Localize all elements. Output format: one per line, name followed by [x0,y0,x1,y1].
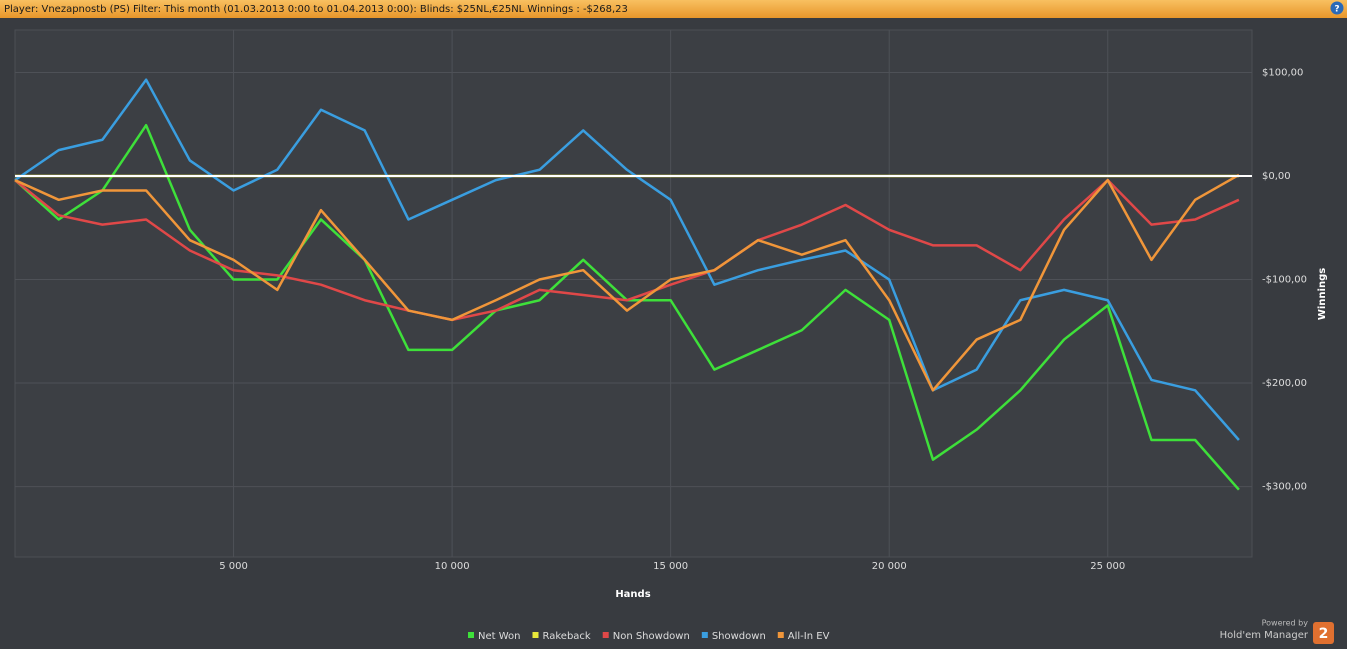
header-text: Player: Vnezapnostb (PS) Filter: This mo… [4,4,628,15]
header-bar [0,0,1347,18]
y-tick-label: $100,00 [1262,67,1303,78]
series-line [14,78,1240,441]
series-line [14,173,1240,392]
logo-text: 2 [1319,626,1329,642]
x-tick-label: 5 000 [219,561,248,572]
x-tick-label: 25 000 [1090,561,1125,572]
x-tick-label: 20 000 [872,561,907,572]
legend-swatch [777,632,784,638]
product-name: Hold'em Manager [1220,630,1309,641]
y-tick-label: -$300,00 [1262,482,1307,493]
legend-swatch [532,632,539,638]
x-axis-label: Hands [615,589,650,600]
series-line [14,178,1240,322]
y-tick-label: -$100,00 [1262,275,1307,286]
powered-by: Powered by [1262,619,1309,628]
x-tick-label: 15 000 [653,561,688,572]
plot-area [14,29,1253,558]
legend-label: Showdown [712,631,766,642]
help-icon[interactable] [1330,1,1344,15]
y-axis-label: Winnings [1317,268,1328,320]
legend-swatch [602,632,609,638]
x-tick-label: 10 000 [435,561,470,572]
legend-swatch [468,632,474,638]
legend-label: All-In EV [788,631,830,642]
help-icon-text[interactable]: ? [1334,5,1339,15]
legend-label: Non Showdown [613,631,690,642]
logo [1313,622,1334,644]
legend-label: Rakeback [543,631,591,642]
y-tick-label: $0,00 [1262,171,1291,182]
legend-label: Net Won [478,631,521,642]
legend-swatch [701,632,708,638]
y-tick-label: -$200,00 [1262,378,1307,389]
